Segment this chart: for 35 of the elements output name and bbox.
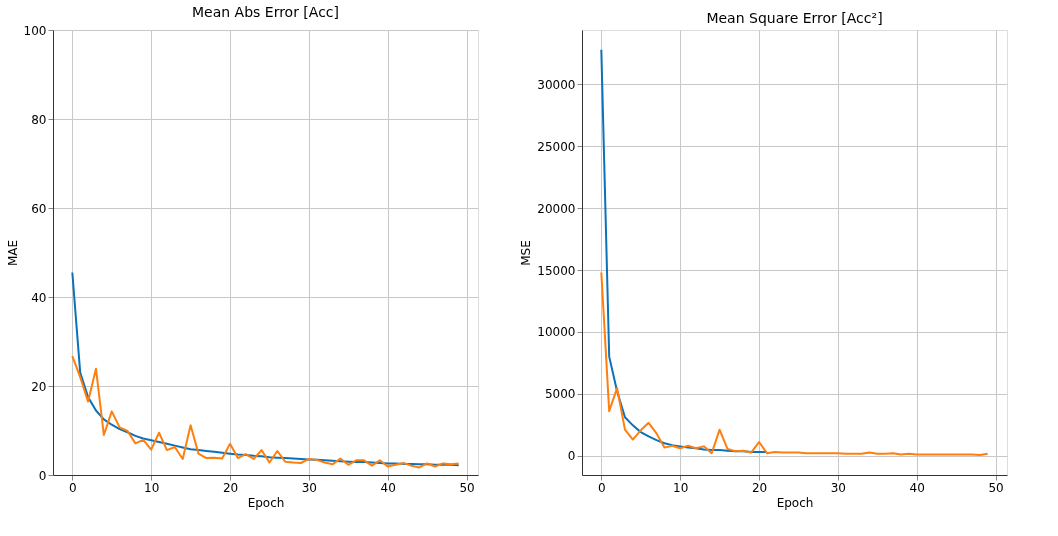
x-tick-label: 0 [69,480,77,495]
y-tick-label: 10000 [537,325,576,340]
line-series [600,48,768,453]
y-tick-label: 25000 [537,139,576,154]
line-series [71,271,460,467]
y-tick-label: 20000 [537,201,576,216]
y-tick-label: 5000 [544,387,576,402]
x-tick-label: 0 [598,480,606,495]
x-tick-label: 20 [222,480,239,495]
x-tick-label: 40 [909,480,925,495]
x-tick-label: 10 [673,480,689,495]
y-tick-label: 80 [31,112,47,127]
x-tick-label: 50 [988,480,1004,495]
x-tick-label: 10 [144,480,160,495]
y-tick-label: 40 [31,290,47,305]
chart-title: Mean Abs Error [Acc] [191,4,340,20]
y-tick-label: 15000 [537,263,576,278]
y-axis-title: MAE [5,239,20,267]
x-tick-label: 30 [301,480,318,495]
chart-title: Mean Square Error [Acc²] [706,10,883,26]
y-tick-label: 60 [31,201,47,216]
x-tick-label: 20 [751,480,768,495]
x-tick-label: 50 [459,480,475,495]
line-series [600,271,989,457]
y-tick-label: 0 [38,468,47,483]
y-tick-label: 100 [23,23,47,38]
y-tick-label: 30000 [537,77,576,92]
x-tick-label: 30 [830,480,847,495]
y-tick-label: 0 [567,449,576,464]
x-axis-title: Epoch [776,495,814,510]
x-axis-title: Epoch [247,495,285,510]
y-tick-label: 20 [31,379,47,394]
line-series [71,355,460,469]
x-tick-label: 40 [380,480,396,495]
y-axis-title: MSE [519,240,534,266]
